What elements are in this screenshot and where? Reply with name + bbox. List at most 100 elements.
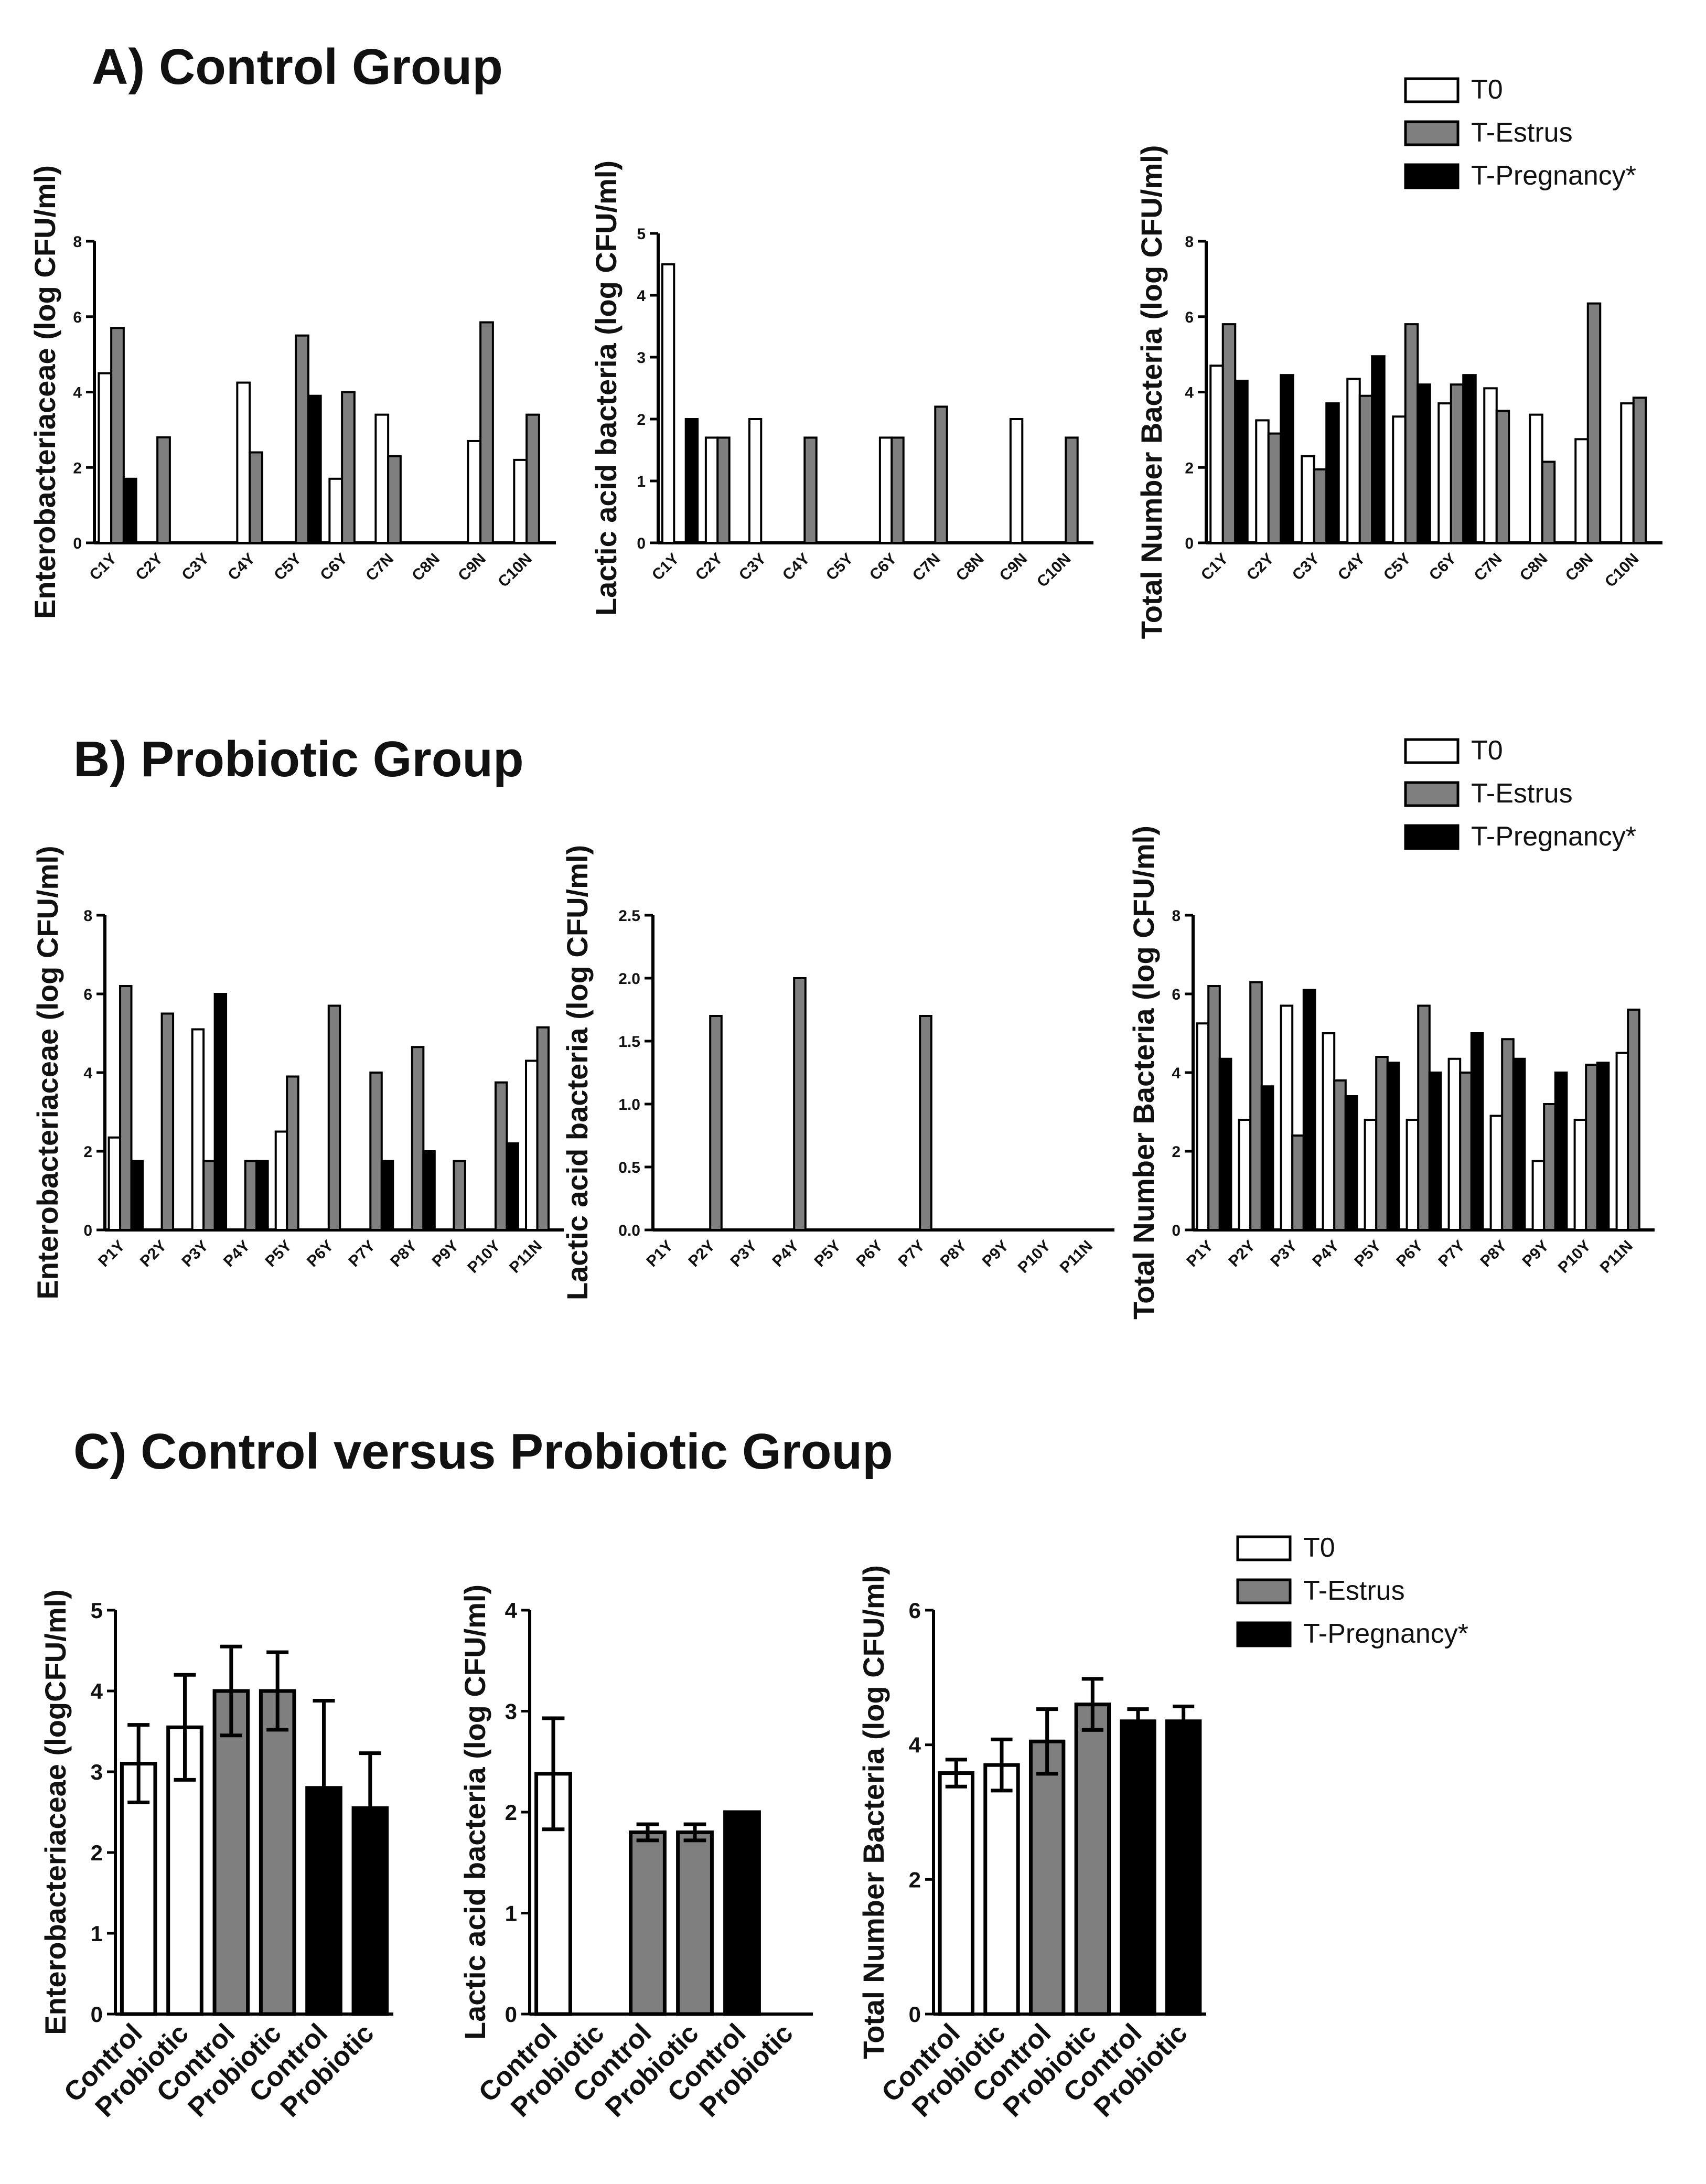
bar-t-estrus-c4y <box>249 451 263 544</box>
bar-t0-c9n <box>1574 438 1589 544</box>
y-tick-label: 6 <box>1172 986 1181 1003</box>
x-tick-label: C2Y <box>132 550 166 584</box>
bar-t0-c4y <box>236 381 251 544</box>
bar-t-pregnancy-c4y <box>1371 355 1386 544</box>
bar-t0-c2y <box>1255 419 1270 544</box>
x-tick-label: P4Y <box>1310 1237 1343 1270</box>
bar-t-estrus-p9y <box>453 1160 466 1231</box>
x-tick-label: P3Y <box>1268 1237 1301 1270</box>
bar-t-pregnancy-p6y <box>1428 1072 1442 1231</box>
bar-t-estrus-c4y <box>1358 394 1374 544</box>
legend-swatch-t0 <box>1404 77 1460 103</box>
x-tick-label: P2Y <box>685 1237 718 1270</box>
y-tick-label: 2 <box>83 1143 92 1161</box>
y-tick-label: 8 <box>73 233 82 251</box>
x-tick-label: P8Y <box>387 1237 420 1270</box>
legend-label-t0: T0 <box>1471 74 1503 105</box>
legend-label-t-estrus: T-Estrus <box>1303 1576 1405 1606</box>
bar-t-estrus-p1y <box>1207 985 1221 1231</box>
x-tick-label: P8Y <box>937 1237 970 1270</box>
x-tick-label: P1Y <box>1184 1237 1217 1270</box>
y-tick-label: 2.0 <box>618 970 640 988</box>
bar-t-estrus-p4y <box>793 977 807 1231</box>
x-tick-label: C1Y <box>1198 550 1232 584</box>
bar-t-estrus-c10n <box>1632 397 1647 544</box>
y-tick-label: 2 <box>1185 459 1194 477</box>
y-tick-label: 2 <box>91 1840 103 1865</box>
x-tick-label: C9N <box>1562 550 1597 585</box>
x-tick-label: P1Y <box>643 1237 677 1270</box>
bar-t0-c4y <box>1346 378 1361 544</box>
y-tick-label: 8 <box>1185 233 1194 251</box>
x-tick-label: P7Y <box>895 1237 928 1270</box>
bar-t-estrus-p1y <box>119 985 133 1231</box>
bar-t-pregnancy-c1y <box>684 418 699 544</box>
bar-t-estrus-p7y <box>919 1015 932 1231</box>
y-tick-label: 4 <box>1185 384 1194 402</box>
x-tick-label: C9N <box>455 550 489 585</box>
bar-t-pregnancy-p7y <box>1470 1032 1484 1231</box>
x-tick-label: P5Y <box>1351 1237 1385 1270</box>
bar-t0-p5y <box>274 1130 288 1231</box>
bar-t-estrus-c2y <box>156 436 171 544</box>
y-tick-label: 8 <box>83 907 92 925</box>
y-tick-label: 4 <box>637 287 646 305</box>
bar-t-estrus-c3y <box>1313 468 1328 544</box>
y-tick-label: 3 <box>637 349 646 367</box>
bar-t0-p11n <box>525 1059 539 1231</box>
y-axis-label-a3: Total Number Bacteria (log CFU/ml) <box>1135 145 1168 639</box>
legend-label-t-pregnancy: T-Pregnancy* <box>1471 160 1636 191</box>
bar-t-estrus-p6y <box>327 1004 341 1231</box>
bar-t-pregnancy-p5y <box>1386 1062 1400 1231</box>
bar-t-pregnancy-p9y <box>1554 1072 1568 1231</box>
x-tick-label: P10Y <box>464 1237 503 1277</box>
y-tick-label: 4 <box>1172 1065 1181 1082</box>
x-tick-label: C2Y <box>692 550 726 584</box>
y-tick-label: 6 <box>83 986 92 1003</box>
bar-t-estrus-p6y <box>1417 1004 1431 1231</box>
x-tick-label: C5Y <box>1380 550 1414 584</box>
x-tick-label: P6Y <box>304 1237 337 1270</box>
y-tick-label: 1 <box>505 1901 517 1926</box>
bar-t-estrus-c1y <box>110 327 125 544</box>
bar-t-estrus-c6y <box>1450 383 1465 544</box>
y-tick-label: 2 <box>637 411 646 429</box>
bar-t-pregnancy-p3y <box>1302 989 1316 1231</box>
y-tick-label: 0 <box>505 2002 517 2027</box>
bar-t-estrus-c10n <box>1065 436 1079 544</box>
bar-t-pregnancy-control <box>723 1810 761 2016</box>
bar-t-estrus-p3y <box>1291 1134 1305 1231</box>
x-tick-label: C3Y <box>178 550 212 584</box>
bar-t-estrus-p7y <box>369 1072 383 1231</box>
y-axis-label-b3: Total Number Bacteria (log CFU/ml) <box>1127 826 1160 1320</box>
bar-t0-c9n <box>1009 418 1024 544</box>
legend-swatch-t-estrus <box>1404 120 1460 146</box>
bar-t-estrus-control <box>629 1830 667 2016</box>
bar-t-estrus-p10y <box>1585 1064 1598 1231</box>
bar-t-pregnancy-p2y <box>1260 1085 1274 1231</box>
chart-b1: 0 2 4 6 8 Enterobacteriaceae (log CFU/ml) P1Y P… <box>31 845 564 1300</box>
bar-t-pregnancy-p3y <box>213 993 228 1231</box>
y-tick-label: 0.0 <box>618 1222 640 1239</box>
y-tick-label: 6 <box>909 1598 921 1623</box>
y-axis-label-b2: Lactic acid bacteria (log CFU/ml) <box>561 845 594 1300</box>
x-tick-label: P8Y <box>1477 1237 1510 1270</box>
legend-swatch-t0 <box>1236 1535 1292 1561</box>
bar-t-pregnancy-p4y <box>255 1160 269 1231</box>
legend-c: T0 T-Estrus T-Pregnancy* <box>1236 1533 1468 1649</box>
x-tick-label: P1Y <box>95 1237 128 1270</box>
y-axis-label-a1: Enterobacteriaceae (log CFU/ml) <box>28 165 61 619</box>
y-tick-label: 4 <box>73 384 82 402</box>
bar-t-estrus-p2y <box>160 1012 175 1231</box>
y-tick-label: 8 <box>1172 907 1181 925</box>
x-tick-label: C1Y <box>649 550 683 584</box>
bar-t-estrus-c9n <box>1586 302 1602 544</box>
legend-swatch-t-pregnancy <box>1404 824 1460 850</box>
bar-t-estrus-p2y <box>1249 981 1263 1231</box>
x-tick-label: P6Y <box>1393 1237 1426 1270</box>
legend-swatch-t0 <box>1404 738 1460 764</box>
bar-t0-c9n <box>467 440 482 544</box>
x-tick-label: P2Y <box>1226 1237 1259 1270</box>
chart-a3: 0 2 4 6 8 Total Number Bacteria (log CFU/ml) C… <box>1135 145 1662 639</box>
bar-t-estrus-c9n <box>479 321 494 544</box>
